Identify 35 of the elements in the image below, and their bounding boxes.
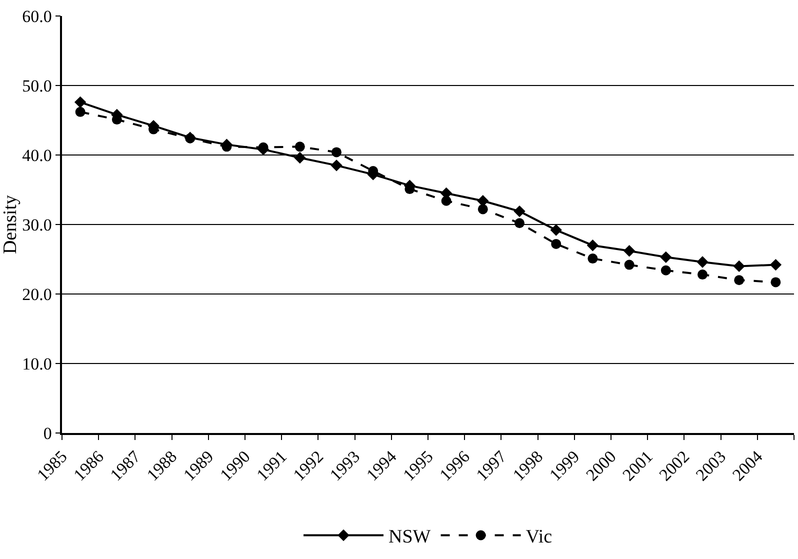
legend-label: Vic <box>526 526 552 548</box>
y-tick-label: 50.0 <box>22 76 52 96</box>
y-tick-label: 40.0 <box>22 146 52 165</box>
point <box>294 142 305 152</box>
point <box>441 196 452 206</box>
legend-label: NSW <box>388 526 431 548</box>
y-tick-label: 0 <box>43 424 52 443</box>
point <box>586 240 599 252</box>
point <box>623 245 636 257</box>
point <box>734 275 744 286</box>
y-tick-label: 30.0 <box>22 215 52 234</box>
point <box>294 152 306 164</box>
point <box>770 258 782 271</box>
y-tick-label: 20.0 <box>22 284 52 304</box>
y-axis-title: Density <box>0 194 21 254</box>
y-tick-label: 10.0 <box>22 354 52 374</box>
point <box>75 106 86 117</box>
point <box>550 224 562 236</box>
point <box>660 251 672 264</box>
point <box>660 265 671 276</box>
point <box>330 160 342 172</box>
point <box>514 205 526 218</box>
point <box>332 147 342 158</box>
point <box>733 260 745 272</box>
point <box>698 270 708 280</box>
point <box>770 277 781 288</box>
point <box>74 96 86 108</box>
point <box>624 260 634 270</box>
point <box>185 133 196 144</box>
point <box>696 256 708 268</box>
point <box>551 238 562 249</box>
point <box>588 254 598 264</box>
y-tick-label: 60.0 <box>22 6 52 26</box>
point <box>478 204 488 214</box>
point <box>514 218 524 228</box>
